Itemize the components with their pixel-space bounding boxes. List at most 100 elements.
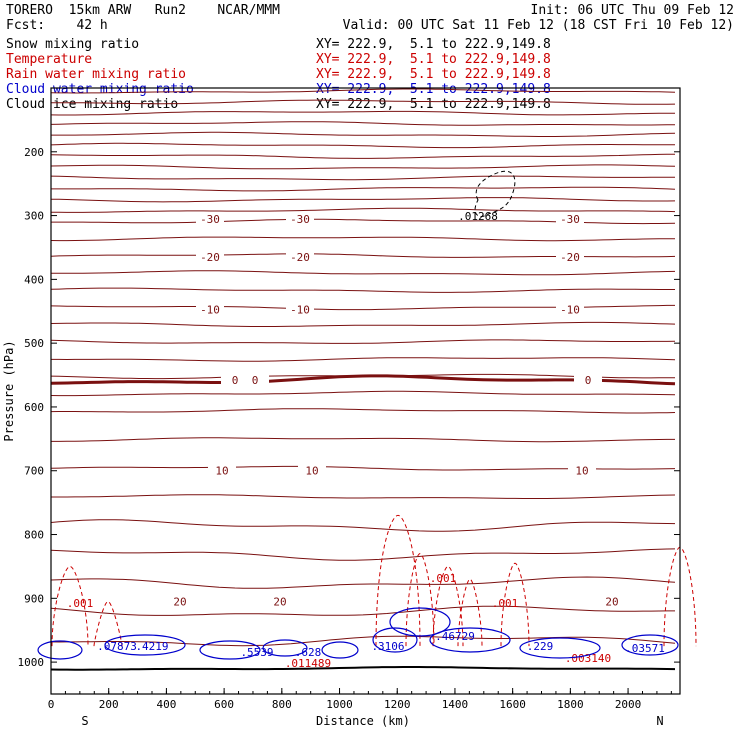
header-line1-right: Init: 06 UTC Thu 09 Feb 12 — [530, 3, 735, 18]
isotherm-label-bg — [196, 303, 224, 317]
isotherm-label-bg — [556, 251, 584, 265]
header-line2-left: Fcst: 42 h — [6, 18, 108, 33]
north-label: N — [656, 714, 663, 728]
cloud-label: .229 — [527, 640, 554, 653]
cloud-label: .46729 — [435, 630, 475, 643]
isotherm-line — [50, 153, 676, 159]
field-name-cloud-ice: Cloud ice mixing ratio — [6, 97, 179, 112]
isotherm-line — [51, 437, 675, 443]
isotherm-line — [50, 236, 675, 242]
isotherm-line — [50, 110, 676, 116]
cloud-water-contour — [104, 634, 186, 656]
isotherm-label: -10 — [200, 303, 220, 316]
isotherm-label-bg — [574, 374, 602, 388]
isotherm-label-bg — [568, 464, 596, 478]
isotherm-label: -30 — [290, 213, 310, 226]
isotherm-label: 0 — [232, 374, 239, 387]
field-name-rain: Rain water mixing ratio — [6, 67, 187, 82]
y-tick-label: 500 — [24, 337, 44, 350]
x-tick-label: 1000 — [326, 698, 353, 711]
isotherm-label-bg — [266, 595, 294, 609]
isotherm-label-bg — [298, 464, 326, 478]
y-tick-label: 600 — [24, 401, 44, 414]
isotherm-label-bg — [286, 251, 314, 265]
isotherm-label-bg — [286, 303, 314, 317]
x-tick-label: 200 — [99, 698, 119, 711]
isotherm-label: -20 — [290, 251, 310, 264]
isotherm-label-bg — [556, 303, 584, 317]
isotherm-line — [50, 390, 676, 397]
y-tick-label: 700 — [24, 465, 44, 478]
isotherm-line — [51, 99, 676, 105]
y-tick-label: 300 — [24, 210, 44, 223]
cloud-water-contour — [621, 634, 679, 656]
isotherm-line — [50, 287, 675, 293]
y-tick-label: 1000 — [18, 656, 45, 669]
x-tick-label: 1200 — [384, 698, 411, 711]
ground-line — [50, 666, 676, 671]
isotherm-line — [51, 270, 676, 276]
isotherm-label: -20 — [200, 251, 220, 264]
cloud-water-contour — [37, 640, 83, 660]
rain-contour — [432, 565, 464, 647]
isotherm-label: -20 — [560, 251, 580, 264]
field-name-snow: Snow mixing ratio — [6, 37, 140, 52]
x-tick-label: 600 — [214, 698, 234, 711]
isotherm-line — [50, 164, 676, 170]
x-tick-label: 1400 — [442, 698, 469, 711]
rain-contour — [375, 514, 421, 647]
cloud-label: .03571 — [625, 642, 665, 655]
isotherm-line — [50, 408, 676, 414]
isotherm-line — [50, 519, 676, 532]
isotherm-line — [51, 357, 676, 362]
cloud-label: .628 — [295, 646, 322, 659]
isotherm-label-bg — [241, 374, 269, 388]
snow-contour — [474, 170, 516, 217]
y-tick-label: 200 — [24, 146, 44, 159]
isotherm-label: -10 — [290, 303, 310, 316]
isotherm-line — [50, 548, 676, 561]
isotherm-label: 20 — [173, 596, 186, 609]
isotherm-line — [51, 494, 676, 499]
rain-label: .003140 — [565, 652, 611, 665]
cloud-water-contour — [262, 639, 308, 657]
isotherm-label: -30 — [560, 213, 580, 226]
isotherm-label-bg — [598, 595, 626, 609]
field-name-temperature: Temperature — [6, 52, 93, 67]
isotherm-line — [50, 576, 676, 589]
isotherm-label-bg — [196, 212, 224, 226]
x-tick-label: 400 — [156, 698, 176, 711]
isotherm-line — [51, 131, 676, 137]
snow-label: .01268 — [458, 210, 498, 223]
isotherm-label-bg — [556, 212, 584, 226]
header-line1-left: TORERO 15km ARW Run2 NCAR/MMM — [6, 3, 280, 18]
isotherm-label-bg — [286, 212, 314, 226]
isotherm-label: -30 — [200, 213, 220, 226]
y-tick-label: 400 — [24, 273, 44, 286]
isotherm-label: 10 — [305, 465, 318, 478]
cloud-water-contour — [429, 627, 511, 653]
cloud-water-contour — [389, 607, 451, 637]
isotherm-label: 20 — [605, 596, 618, 609]
cloud-label: .4219 — [135, 640, 168, 653]
y-tick-label: 900 — [24, 592, 44, 605]
isotherm-line — [50, 121, 676, 126]
header-line2-right: Valid: 00 UTC Sat 11 Feb 12 (18 CST Fri … — [342, 18, 734, 33]
field-xy-rain: XY= 222.9, 5.1 to 222.9,149.8 — [316, 67, 551, 82]
isotherm-line — [50, 635, 676, 647]
isotherm-label: 0 — [585, 374, 592, 387]
field-xy-temperature: XY= 222.9, 5.1 to 222.9,149.8 — [316, 52, 551, 67]
isotherm-line — [51, 186, 676, 192]
isotherm-line — [50, 88, 676, 94]
isotherm-line — [50, 339, 676, 344]
zero-isotherm — [50, 374, 676, 386]
isotherm-label-bg — [196, 251, 224, 265]
cloud-label: .3106 — [371, 640, 404, 653]
cloud-water-contour — [519, 637, 601, 659]
x-tick-label: 1600 — [499, 698, 526, 711]
isotherm-label: 10 — [215, 465, 228, 478]
x-tick-label: 2000 — [615, 698, 642, 711]
field-xy-cloud-ice: XY= 222.9, 5.1 to 222.9,149.8 — [316, 97, 551, 112]
isotherm-label: 10 — [575, 465, 588, 478]
